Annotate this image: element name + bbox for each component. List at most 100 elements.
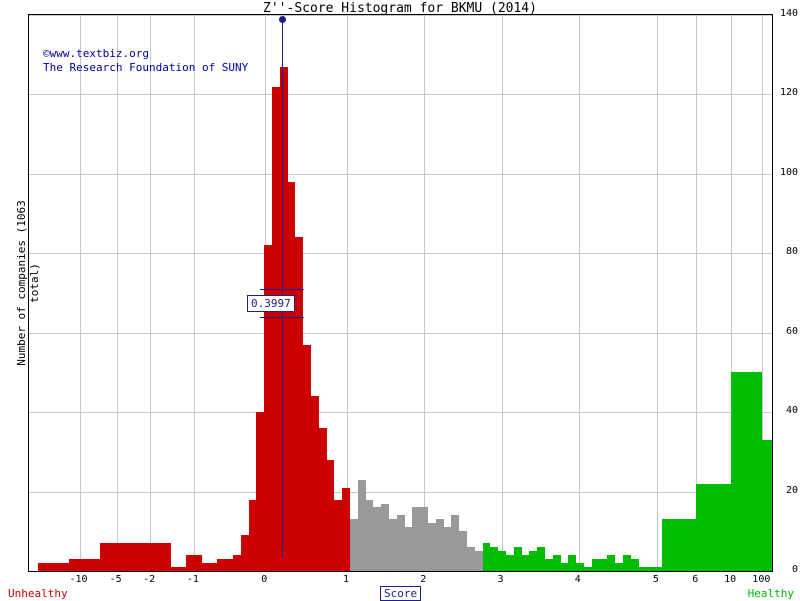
histogram-bar — [342, 487, 350, 571]
histogram-bar — [69, 559, 77, 571]
histogram-bar — [451, 515, 460, 571]
gridline-vertical — [347, 15, 348, 571]
histogram-bar — [443, 527, 452, 571]
score-marker-tick-bottom — [260, 317, 304, 318]
histogram-bar — [568, 555, 577, 571]
gridline-horizontal — [29, 412, 772, 414]
chart-title: Z''-Score Histogram for BKMU (2014) — [263, 1, 537, 16]
histogram-bar — [178, 567, 187, 571]
histogram-bar — [225, 559, 233, 571]
histogram-bar — [61, 563, 70, 571]
histogram-bar — [373, 507, 382, 571]
histogram-bar — [240, 535, 249, 571]
copyright-notice: ©www.textbiz.org The Research Foundation… — [43, 47, 248, 75]
histogram-bar — [490, 547, 499, 571]
legend-healthy: Healthy — [747, 587, 794, 600]
histogram-bar — [170, 567, 179, 571]
x-tick-label: 2 — [420, 574, 427, 585]
histogram-bar — [537, 547, 545, 571]
score-marker-dot — [279, 15, 286, 23]
histogram-bar — [326, 459, 335, 571]
histogram-bar — [310, 396, 319, 571]
histogram-bar — [607, 555, 616, 571]
histogram-bar — [334, 499, 343, 571]
gridline-horizontal — [29, 94, 772, 96]
gridline-horizontal — [29, 173, 772, 175]
x-tick-label: -10 — [69, 574, 88, 585]
histogram-bar — [115, 543, 124, 571]
score-value-label: 0.3997 — [247, 295, 295, 312]
y-tick-label: 20 — [785, 484, 798, 496]
gridline-horizontal — [29, 15, 772, 16]
histogram-bar — [248, 499, 257, 571]
histogram-bar — [193, 555, 202, 571]
x-tick-label: -1 — [186, 574, 199, 585]
y-axis-tick-labels: 0 20 40 60 80 100 120 140 — [773, 9, 800, 575]
copyright-line-1: ©www.textbiz.org — [43, 47, 149, 60]
histogram-bar — [545, 559, 553, 571]
gridline-horizontal — [29, 332, 772, 334]
histogram-bar — [506, 555, 514, 571]
y-tick-label: 80 — [785, 246, 798, 258]
histogram-bar — [201, 563, 210, 571]
plot-area: 0.3997 ©www.textbiz.org The Research Fou… — [28, 14, 773, 572]
y-tick-label: 100 — [779, 166, 798, 178]
histogram-bar — [459, 531, 467, 571]
histogram-bar — [37, 563, 46, 571]
histogram-bar — [147, 543, 155, 571]
histogram-bar — [591, 559, 600, 571]
y-tick-label: 0 — [791, 564, 798, 575]
x-tick-label: 5 — [652, 574, 659, 585]
histogram-bar — [427, 523, 436, 571]
x-tick-label: 6 — [692, 574, 699, 585]
histogram-bar — [279, 66, 288, 571]
histogram-bar — [466, 547, 475, 571]
histogram-bar — [349, 519, 358, 571]
y-axis-title: Number of companies (1063 total) — [15, 200, 41, 366]
histogram-bar — [357, 479, 366, 571]
histogram-bar — [482, 543, 491, 571]
histogram-bar — [123, 543, 132, 571]
histogram-bar — [84, 559, 93, 571]
gridline-vertical — [579, 15, 580, 571]
x-tick-label: 100 — [752, 574, 771, 585]
gridline-vertical — [424, 15, 425, 571]
histogram-bar — [615, 563, 624, 571]
histogram-bar — [139, 543, 148, 571]
x-tick-label: 3 — [497, 574, 504, 585]
histogram-bar — [560, 563, 569, 571]
score-marker-line — [282, 18, 283, 557]
histogram-bar — [162, 543, 171, 571]
histogram-bar — [381, 503, 389, 571]
histogram-bar — [53, 563, 62, 571]
y-tick-label: 60 — [785, 325, 798, 337]
histogram-bar — [264, 245, 272, 571]
histogram-bar — [420, 507, 428, 571]
histogram-bar — [513, 547, 522, 571]
gridline-vertical — [731, 15, 732, 571]
histogram-bar — [365, 499, 374, 571]
histogram-bar — [662, 519, 697, 571]
histogram-bar — [498, 551, 506, 571]
histogram-bar — [396, 515, 405, 571]
copyright-line-2: The Research Foundation of SUNY — [43, 61, 249, 74]
x-tick-label: 4 — [574, 574, 581, 585]
gridline-vertical — [150, 15, 151, 571]
score-marker-tick-top — [260, 289, 304, 290]
y-tick-label: 120 — [779, 87, 798, 99]
histogram-bar — [630, 559, 639, 571]
gridline-vertical — [80, 15, 81, 571]
gridline-vertical — [696, 15, 697, 571]
histogram-bar — [412, 507, 421, 571]
x-axis-title: Score — [380, 586, 422, 601]
gridline-vertical — [194, 15, 195, 571]
histogram-bar — [154, 543, 163, 571]
histogram-bar — [599, 559, 608, 571]
x-axis-tick-labels: -10 -5 -2 -1 0 1 2 3 4 5 6 10 100 — [28, 574, 773, 588]
histogram-bar — [131, 543, 140, 571]
histogram-bar — [318, 428, 327, 571]
gridline-horizontal — [29, 491, 772, 493]
histogram-bar — [762, 439, 772, 571]
histogram-bar — [76, 559, 85, 571]
histogram-bar — [271, 86, 280, 571]
